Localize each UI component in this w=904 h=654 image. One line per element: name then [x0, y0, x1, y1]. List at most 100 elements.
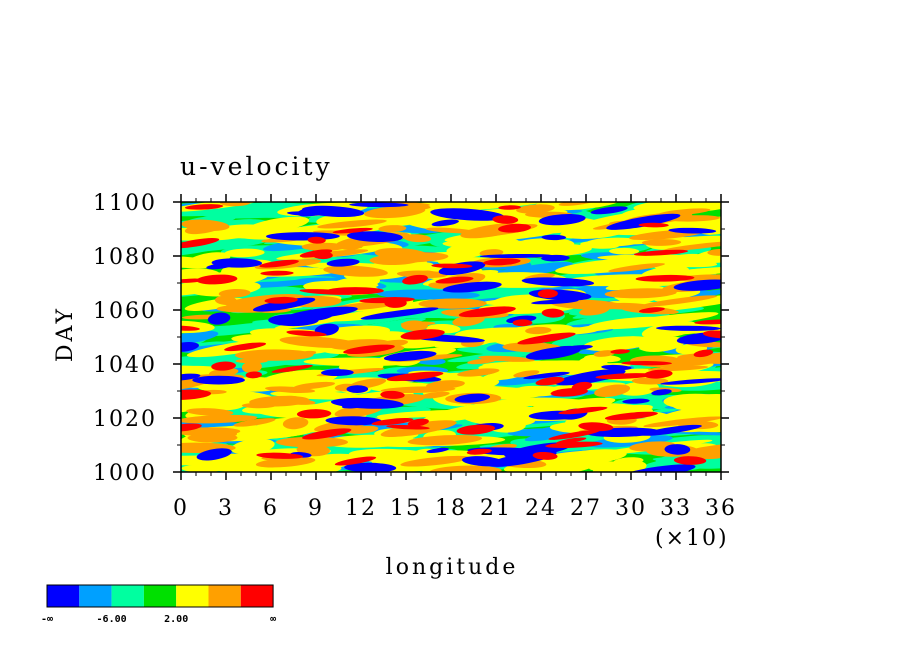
heatmap-cell [347, 231, 403, 242]
heatmap-cell [538, 213, 586, 226]
heatmap-cell [604, 411, 658, 421]
heatmap-cell [323, 265, 388, 277]
heatmap-cell [181, 389, 212, 400]
heatmap-cell [371, 418, 414, 426]
heatmap-cell [330, 397, 404, 409]
heatmap-cell [664, 444, 691, 455]
x-tick-label: 15 [390, 496, 422, 521]
heatmap-cell [562, 345, 593, 351]
heatmap-cell [312, 251, 333, 260]
heatmap-cell [643, 293, 721, 312]
heatmap-cell [662, 241, 721, 252]
heatmap-cell [610, 349, 630, 354]
heatmap-cell [673, 279, 721, 291]
heatmap-cell [483, 258, 521, 266]
heatmap-cell [242, 278, 332, 289]
heatmap-cell [444, 228, 560, 243]
heatmap-cell [604, 288, 677, 299]
heatmap-cell [479, 253, 554, 259]
heatmap-cell [676, 274, 721, 282]
heatmap-cell [181, 330, 219, 345]
colorbar-swatch [240, 585, 274, 607]
heatmap-cell [466, 448, 492, 455]
heatmap-cell [523, 371, 570, 380]
heatmap-cell [279, 336, 358, 349]
colorbar-swatch [208, 585, 241, 607]
x-tick-label: 21 [480, 496, 512, 521]
heatmap-cell [656, 325, 721, 331]
heatmap-cell [608, 263, 665, 273]
y-tick-label: 1100 [93, 191, 157, 216]
heatmap-cell [430, 208, 505, 221]
heatmap-cell [317, 219, 387, 229]
heatmap-cell [181, 342, 200, 352]
heatmap-cell [265, 386, 316, 394]
heatmap-cell [325, 416, 382, 426]
x-axis-label: longitude [386, 555, 519, 580]
heatmap-cell [541, 308, 565, 318]
colorbar-swatch [47, 585, 80, 607]
heatmap-cell [286, 211, 322, 216]
y-axis: 1000 1020 1040 1060 1080 1100 [93, 191, 729, 486]
heatmap-cell [220, 202, 251, 207]
heatmap-cell [660, 378, 721, 385]
heatmap-cell [302, 428, 352, 440]
heatmap-cell [230, 438, 275, 455]
heatmap-cell [442, 281, 502, 293]
heatmap-cell [299, 289, 358, 295]
x-tick-label: 30 [615, 496, 647, 521]
heatmap-cell [458, 306, 516, 318]
heatmap-cell [638, 336, 686, 353]
heatmap-cell [207, 312, 231, 325]
heatmap-cell [279, 453, 361, 472]
heatmap-cell [431, 263, 473, 269]
heatmap-cell [307, 236, 326, 244]
heatmap-cell [407, 418, 429, 427]
x-tick-label: 3 [218, 496, 234, 521]
heatmap-cell [532, 451, 558, 460]
heatmap-cell [590, 206, 628, 215]
heatmap-cell [343, 344, 395, 355]
heatmap-cell [224, 342, 267, 352]
heatmap-cell [638, 307, 665, 313]
heatmap-cell [234, 349, 314, 361]
y-tick-label: 1020 [93, 407, 157, 432]
heatmap-cell [595, 373, 654, 380]
y-tick-label: 1000 [93, 461, 157, 486]
heatmap-cell [641, 295, 718, 307]
heatmap-cell [643, 369, 673, 379]
chart-title: u-velocity [180, 152, 333, 181]
heatmap-cell [181, 325, 200, 331]
colorbar-label: -∞ [41, 614, 53, 625]
heatmap-cell [369, 254, 422, 266]
heatmap-cell [184, 204, 224, 210]
x-multiplier-label: (×10) [655, 526, 729, 551]
x-tick-label: 12 [345, 496, 377, 521]
heatmap-cell [286, 330, 327, 337]
heatmap-cell [208, 368, 239, 377]
heatmap-cell [498, 205, 521, 210]
heatmap-cell [218, 288, 251, 298]
heatmap-cell [326, 258, 360, 267]
x-tick-label: 33 [660, 496, 692, 521]
heatmap-cell [597, 302, 651, 310]
heatmap-cell [541, 234, 567, 241]
x-tick-label: 24 [525, 496, 557, 521]
heatmap-cell [282, 398, 316, 405]
heatmap-cell [400, 455, 470, 467]
heatmap-cell [276, 436, 348, 448]
heatmap-cell [672, 393, 721, 411]
heatmap-cell [181, 414, 258, 424]
heatmap-cell [653, 253, 706, 270]
heatmap-cell [271, 364, 313, 373]
heatmap-cell [282, 417, 309, 430]
heatmap-cell [425, 227, 477, 234]
heatmap-cell [548, 449, 625, 458]
heatmap-cell [212, 396, 249, 411]
heatmap-cell [571, 381, 593, 391]
heatmap-cell [252, 297, 316, 312]
heatmap-cell [181, 423, 202, 432]
heatmap-cell [693, 349, 714, 358]
heatmap-cell [211, 361, 236, 371]
